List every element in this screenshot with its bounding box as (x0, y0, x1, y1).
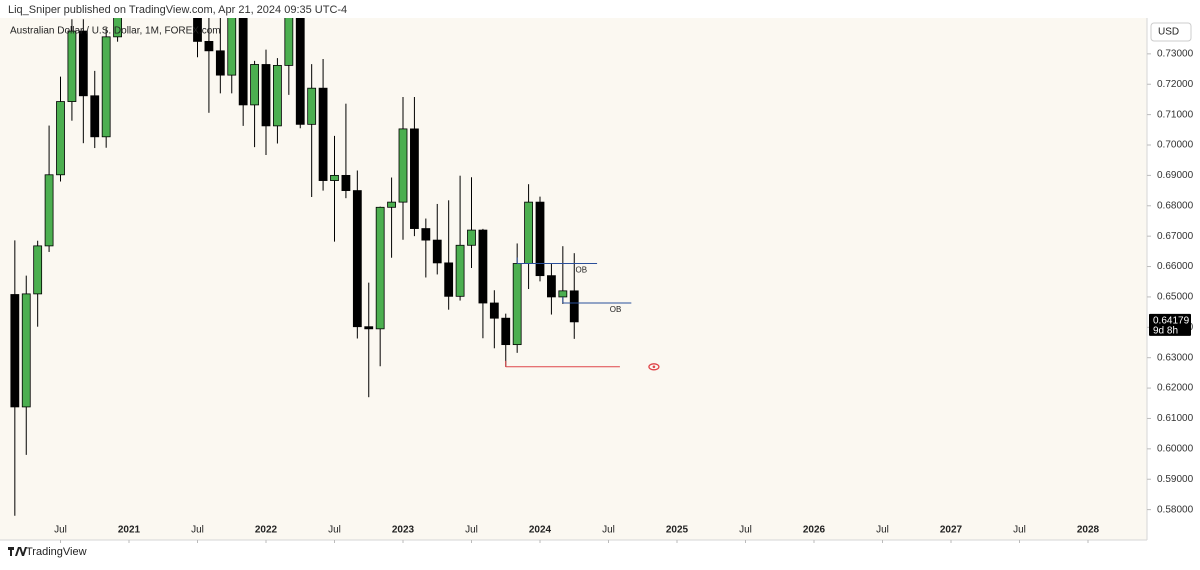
x-tick-label: 2021 (118, 525, 141, 536)
x-tick-label: 2026 (803, 525, 826, 536)
plot-background (0, 18, 1147, 540)
candle-body (204, 40, 214, 52)
candle-body (375, 206, 385, 330)
candle-body (330, 174, 339, 181)
candle-body (341, 174, 351, 191)
candle-body (238, 18, 248, 106)
candle-body (90, 95, 100, 138)
y-tick-label: 0.63000 (1157, 352, 1194, 363)
footer-brand: TradingView (26, 546, 87, 558)
candle-body (478, 229, 488, 304)
publish-header: Liq_Sniper published on TradingView.com,… (8, 4, 347, 16)
candle-body (364, 326, 374, 330)
currency[interactable]: USD (1158, 27, 1179, 38)
candle-body (387, 201, 396, 208)
x-tick-label: 2022 (255, 525, 278, 536)
candle-body (489, 302, 499, 319)
candle-body (307, 87, 317, 125)
candle-body (273, 64, 282, 127)
candle-body (295, 18, 305, 125)
candle-body (21, 293, 31, 408)
candle-body (352, 190, 362, 328)
candle-body (56, 101, 65, 176)
candle-body (398, 128, 408, 203)
y-tick-label: 0.58000 (1157, 504, 1194, 515)
candle-body (33, 245, 43, 295)
x-tick-label: 2024 (529, 525, 552, 536)
currency-box[interactable] (1150, 22, 1192, 42)
candle-body (535, 201, 545, 277)
y-tick-label: 0.67000 (1157, 231, 1194, 242)
candle-body (215, 50, 225, 76)
x-tick-label: 2025 (666, 525, 689, 536)
y-tick-label: 0.62000 (1157, 383, 1194, 394)
candle-body (78, 30, 88, 97)
y-tick-label: 0.69000 (1157, 170, 1194, 181)
candle-body (227, 18, 237, 76)
hidden-drawing-icon-pupil (652, 365, 656, 369)
candle-body (421, 228, 431, 241)
candle-body (10, 294, 20, 408)
x-tick-label: 2027 (940, 525, 963, 536)
y-tick-label: 0.65000 (1157, 292, 1194, 303)
price-axis-background (1147, 18, 1200, 540)
candle-body (410, 128, 419, 229)
last-price-box (1149, 313, 1191, 336)
x-tick-label: 2028 (1077, 525, 1100, 536)
candle-body (569, 290, 579, 323)
candle-body (318, 87, 328, 181)
y-tick-label: 0.61000 (1157, 413, 1194, 424)
y-tick-label: 0.60000 (1157, 443, 1194, 454)
candle-body (113, 18, 122, 38)
x-tick-label: Jul (739, 525, 752, 536)
candle-body (558, 290, 568, 298)
x-tick-label: Jul (876, 525, 889, 536)
y-tick-label: 0.71000 (1157, 109, 1194, 120)
x-tick-label: Jul (465, 525, 478, 536)
candle-body (444, 262, 454, 297)
candle-body (101, 36, 111, 138)
candle-body (547, 275, 556, 298)
footer-logo (8, 547, 27, 556)
candle-body (284, 18, 294, 66)
x-tick-label: Jul (602, 525, 615, 536)
x-tick-label: Jul (1013, 525, 1026, 536)
candle-body (432, 239, 442, 264)
candle-body (44, 174, 54, 247)
symbol-title: Australian Dollar / U.S. Dollar, 1M, FOR… (10, 26, 221, 37)
x-tick-label: 2023 (392, 525, 415, 536)
x-tick-label: Jul (191, 525, 204, 536)
candle-body (512, 263, 522, 346)
candle-body (455, 244, 465, 297)
countdown: 9d 8h (1153, 326, 1178, 337)
candle-body (261, 64, 271, 127)
candle-body (67, 30, 77, 102)
y-tick-label: 0.73000 (1157, 48, 1194, 59)
y-tick-label: 0.72000 (1157, 79, 1194, 90)
hidden-drawing-icon (648, 363, 660, 371)
x-tick-label: Jul (328, 525, 341, 536)
y-tick-label: 0.66000 (1157, 261, 1194, 272)
candle-body (193, 18, 202, 42)
x-tick-label: Jul (54, 525, 67, 536)
plot (10, 18, 632, 516)
y-tick-label: 0.68000 (1157, 200, 1194, 211)
candle-body (501, 317, 511, 346)
y-tick-label: 0.59000 (1157, 474, 1194, 485)
level-label: OB (576, 266, 588, 275)
y-tick-label: 0.70000 (1157, 140, 1194, 151)
candle-body (467, 229, 476, 246)
candle-body (250, 64, 259, 106)
candle-body (524, 201, 533, 264)
last-price: 0.64179 (1153, 316, 1190, 327)
level-label: OB (610, 305, 622, 314)
